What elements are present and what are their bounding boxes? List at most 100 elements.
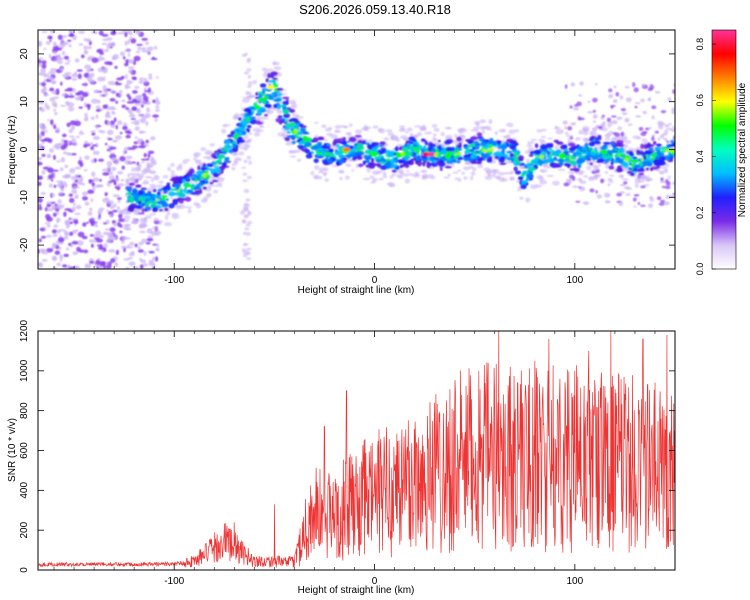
noise-blob bbox=[297, 116, 304, 119]
noise-blob bbox=[667, 97, 672, 102]
ridge-blob bbox=[649, 157, 654, 161]
noise-blob bbox=[321, 124, 327, 129]
noise-blob bbox=[48, 174, 54, 180]
noise-blob bbox=[243, 159, 248, 164]
noise-blob bbox=[492, 173, 496, 178]
noise-blob bbox=[90, 98, 98, 104]
noise-blob bbox=[216, 182, 221, 186]
noise-blob bbox=[155, 76, 159, 79]
ridge-blob bbox=[291, 140, 296, 145]
noise-blob bbox=[351, 169, 355, 172]
ridge-blob bbox=[559, 152, 566, 159]
noise-blob bbox=[592, 109, 596, 113]
noise-blob bbox=[454, 134, 458, 138]
noise-blob bbox=[78, 132, 85, 135]
noise-blob bbox=[82, 191, 89, 197]
ridge-blob bbox=[568, 147, 576, 151]
noise-blob bbox=[372, 177, 378, 182]
noise-blob bbox=[90, 198, 94, 202]
noise-blob bbox=[164, 214, 169, 220]
noise-blob bbox=[637, 201, 641, 205]
ridge-blob bbox=[175, 185, 180, 190]
ridge-blob bbox=[390, 160, 396, 164]
noise-blob bbox=[223, 123, 231, 127]
noise-blob bbox=[52, 243, 57, 248]
noise-blob bbox=[123, 225, 131, 230]
noise-blob bbox=[517, 187, 522, 192]
noise-blob bbox=[519, 196, 524, 200]
ridge-blob bbox=[302, 135, 308, 140]
noise-blob bbox=[572, 185, 579, 188]
noise-blob bbox=[79, 156, 82, 161]
noise-blob bbox=[213, 189, 218, 194]
ridge-blob bbox=[172, 201, 178, 206]
noise-blob bbox=[150, 136, 156, 141]
noise-blob bbox=[543, 164, 552, 169]
noise-blob bbox=[170, 162, 175, 167]
ridge-blob bbox=[406, 143, 412, 147]
noise-blob bbox=[238, 158, 242, 161]
noise-blob bbox=[74, 166, 82, 170]
noise-blob bbox=[124, 31, 128, 38]
noise-blob bbox=[241, 166, 246, 170]
ridge-blob bbox=[513, 157, 519, 163]
ridge-blob bbox=[528, 168, 532, 172]
ridge-blob bbox=[335, 160, 340, 166]
ridge-blob bbox=[453, 155, 460, 159]
noise-blob bbox=[109, 98, 116, 102]
noise-blob bbox=[117, 31, 125, 35]
noise-blob bbox=[140, 158, 148, 161]
ridge-blob bbox=[237, 140, 246, 143]
ridge-blob bbox=[649, 153, 656, 157]
noise-blob bbox=[657, 137, 661, 141]
ridge-blob bbox=[370, 151, 378, 157]
noise-blob bbox=[115, 124, 119, 130]
noise-blob bbox=[586, 165, 592, 170]
ridge-blob bbox=[637, 158, 642, 162]
noise-blob bbox=[385, 129, 393, 133]
noise-blob bbox=[398, 125, 406, 129]
ridge-blob bbox=[575, 149, 581, 153]
noise-blob bbox=[75, 204, 82, 210]
ridge-blob bbox=[199, 175, 203, 181]
noise-blob bbox=[502, 128, 506, 133]
noise-blob bbox=[107, 61, 113, 66]
noise-blob bbox=[41, 169, 46, 175]
noise-blob bbox=[206, 155, 213, 161]
noise-blob bbox=[65, 101, 68, 105]
ridge-blob bbox=[476, 136, 484, 140]
snr-y-tick-label: 800 bbox=[19, 402, 30, 419]
ridge-blob bbox=[577, 157, 585, 163]
noise-blob bbox=[242, 144, 250, 148]
noise-blob bbox=[633, 87, 639, 93]
noise-blob bbox=[124, 40, 128, 46]
noise-blob bbox=[649, 126, 652, 130]
noise-blob bbox=[97, 244, 102, 247]
noise-blob bbox=[125, 85, 131, 89]
noise-blob bbox=[589, 177, 595, 180]
noise-blob bbox=[660, 166, 667, 170]
ridge-blob bbox=[440, 149, 448, 155]
noise-blob bbox=[109, 105, 115, 110]
noise-blob bbox=[72, 251, 79, 256]
noise-blob bbox=[75, 135, 80, 138]
ridge-blob bbox=[504, 153, 509, 159]
noise-blob bbox=[483, 167, 491, 171]
noise-blob bbox=[452, 171, 459, 174]
noise-blob bbox=[119, 156, 126, 162]
noise-blob bbox=[182, 159, 188, 165]
noise-blob bbox=[98, 213, 101, 219]
ridge-blob bbox=[352, 146, 357, 150]
ridge-blob bbox=[207, 164, 214, 167]
noise-blob bbox=[38, 135, 42, 142]
ridge-blob bbox=[559, 159, 565, 163]
ridge-blob bbox=[532, 159, 540, 164]
noise-blob bbox=[102, 172, 110, 176]
ridge-blob bbox=[458, 142, 462, 147]
noise-blob bbox=[74, 221, 79, 225]
noise-blob bbox=[554, 125, 559, 130]
ridge-blob bbox=[375, 158, 383, 163]
noise-blob bbox=[71, 35, 78, 41]
noise-blob bbox=[64, 175, 71, 178]
noise-blob bbox=[143, 152, 148, 158]
